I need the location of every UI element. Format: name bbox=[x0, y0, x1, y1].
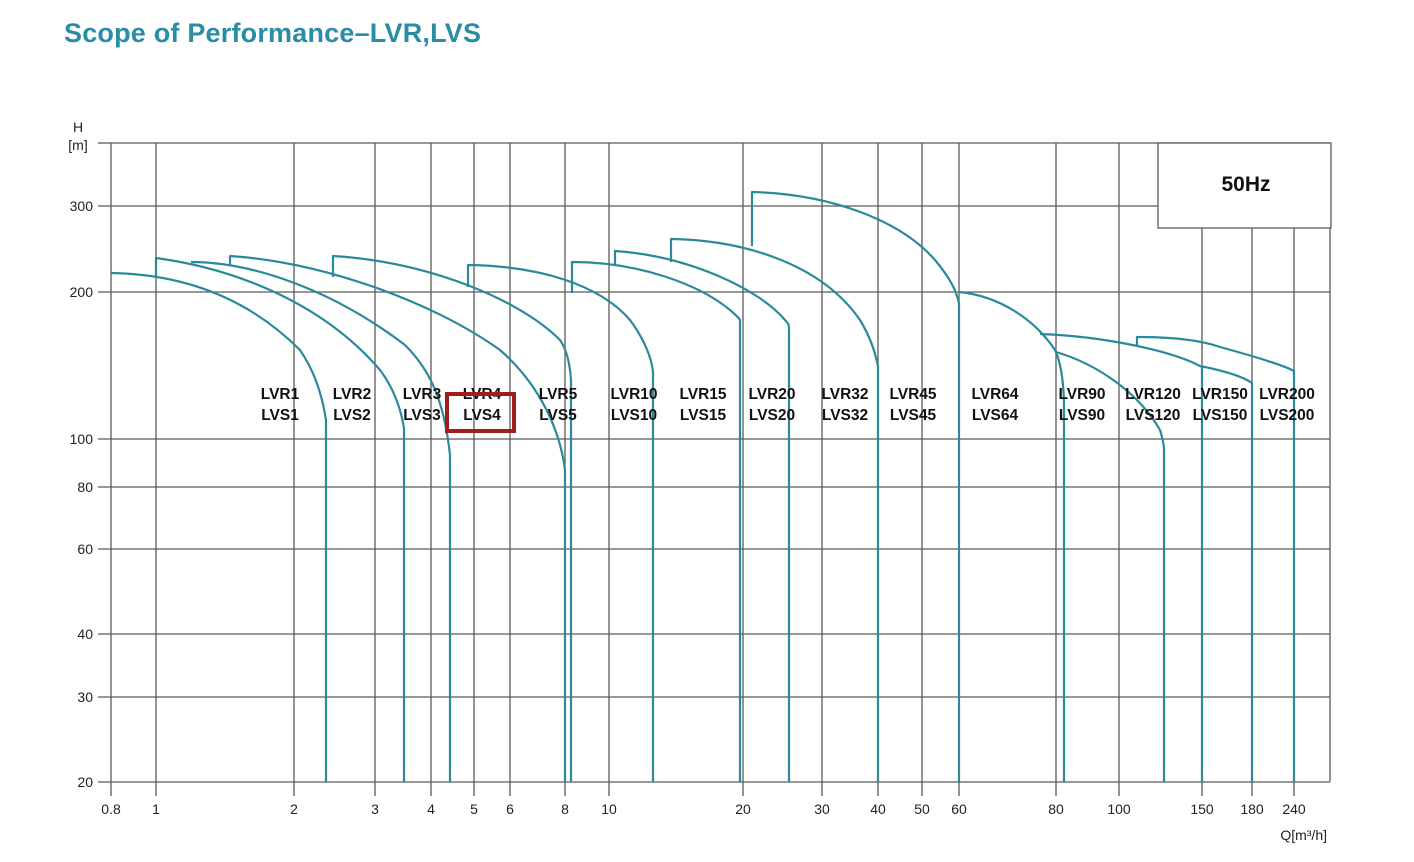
grid-lines: 0.8 1 2 3 4 5 6 8 10 20 30 40 50 60 80 100 150 180 240 300 2… bbox=[70, 142, 1331, 817]
x-tick-label: 0.8 bbox=[101, 801, 121, 817]
performance-curves bbox=[110, 190, 1296, 782]
series-label-lvr: LVR3 bbox=[403, 386, 442, 403]
series-label-lvs: LVS120 bbox=[1126, 407, 1181, 424]
frequency-badge: 50Hz bbox=[1157, 142, 1332, 229]
series-label-lvs: LVS200 bbox=[1260, 407, 1315, 424]
series-label-lvs: LVS15 bbox=[680, 407, 727, 424]
series-label-lvr: LVR10 bbox=[610, 386, 657, 403]
performance-curve bbox=[228, 254, 567, 782]
series-label-lvr: LVR200 bbox=[1259, 386, 1315, 403]
performance-curve bbox=[750, 190, 961, 782]
series-label-lvr: LVR5 bbox=[539, 386, 578, 403]
performance-curve bbox=[958, 290, 1066, 782]
series-label-lvs: LVS20 bbox=[749, 407, 795, 424]
series-label-lvr: LVR2 bbox=[333, 386, 371, 403]
series-label-lvs: LVS150 bbox=[1193, 407, 1248, 424]
series-label-lvs: LVS5 bbox=[539, 407, 577, 424]
y-tick-label: 300 bbox=[70, 198, 94, 214]
series-label-lvs: LVS45 bbox=[890, 407, 937, 424]
x-tick-label: 1 bbox=[152, 801, 160, 817]
performance-curve bbox=[1039, 332, 1254, 782]
x-tick-label: 3 bbox=[371, 801, 379, 817]
series-label-lvr: LVR64 bbox=[971, 386, 1018, 403]
lvs4-highlight-box bbox=[445, 392, 516, 433]
x-tick-label: 5 bbox=[470, 801, 478, 817]
performance-curve bbox=[466, 263, 655, 782]
performance-curve bbox=[1055, 350, 1166, 782]
performance-curve bbox=[110, 271, 328, 782]
series-label-lvr: LVR20 bbox=[748, 386, 795, 403]
x-tick-label: 4 bbox=[427, 801, 435, 817]
performance-curve bbox=[669, 237, 880, 782]
performance-curve bbox=[154, 256, 406, 782]
frequency-badge-text: 50Hz bbox=[1221, 173, 1270, 196]
series-label-lvr: LVR15 bbox=[679, 386, 726, 403]
series-label-lvr: LVR32 bbox=[821, 386, 868, 403]
series-label-lvr: LVR120 bbox=[1125, 386, 1181, 403]
y-tick-label: 80 bbox=[77, 479, 93, 495]
x-tick-label: 8 bbox=[561, 801, 569, 817]
series-labels: LVR1LVS1LVR2LVS2LVR3LVS3LVR4LVS4LVR5LVS5… bbox=[261, 386, 1315, 424]
x-tick-label: 100 bbox=[1107, 801, 1131, 817]
series-label-lvs: LVS10 bbox=[611, 407, 657, 424]
y-axis-label-h: H bbox=[73, 119, 83, 135]
y-tick-label: 20 bbox=[77, 774, 93, 790]
x-tick-label: 50 bbox=[914, 801, 930, 817]
y-tick-label: 60 bbox=[77, 541, 93, 557]
x-tick-label: 20 bbox=[735, 801, 751, 817]
performance-curve bbox=[613, 249, 791, 782]
series-label-lvs: LVS32 bbox=[822, 407, 868, 424]
performance-curve bbox=[1135, 335, 1296, 782]
performance-curve bbox=[190, 260, 452, 782]
x-tick-label: 150 bbox=[1190, 801, 1214, 817]
series-label-lvr: LVR1 bbox=[261, 386, 300, 403]
series-label-lvr: LVR45 bbox=[889, 386, 936, 403]
series-label-lvs: LVS1 bbox=[261, 407, 299, 424]
series-label-lvr: LVR150 bbox=[1192, 386, 1248, 403]
x-axis-label: Q[m³/h] bbox=[1280, 827, 1327, 843]
x-tick-label: 2 bbox=[290, 801, 298, 817]
y-tick-label: 100 bbox=[70, 431, 94, 447]
performance-curve bbox=[570, 260, 742, 782]
x-tick-label: 240 bbox=[1282, 801, 1306, 817]
y-tick-label: 30 bbox=[77, 689, 93, 705]
series-label-lvs: LVS2 bbox=[333, 407, 371, 424]
chart-title: Scope of Performance–LVR,LVS bbox=[64, 18, 482, 48]
series-label-lvr: LVR90 bbox=[1058, 386, 1105, 403]
series-label-lvs: LVS3 bbox=[403, 407, 441, 424]
x-tick-label: 180 bbox=[1240, 801, 1264, 817]
performance-curve bbox=[331, 254, 573, 782]
x-tick-label: 80 bbox=[1048, 801, 1064, 817]
series-label-lvs: LVS4 bbox=[463, 407, 501, 424]
x-tick-label: 40 bbox=[870, 801, 886, 817]
y-tick-label: 40 bbox=[77, 626, 93, 642]
series-label-lvs: LVS90 bbox=[1059, 407, 1105, 424]
y-tick-label: 200 bbox=[70, 284, 94, 300]
x-tick-label: 30 bbox=[814, 801, 830, 817]
x-tick-label: 10 bbox=[601, 801, 617, 817]
x-tick-label: 60 bbox=[951, 801, 967, 817]
y-axis-label-unit: [m] bbox=[68, 137, 87, 153]
series-label-lvs: LVS64 bbox=[972, 407, 1019, 424]
x-tick-label: 6 bbox=[506, 801, 514, 817]
